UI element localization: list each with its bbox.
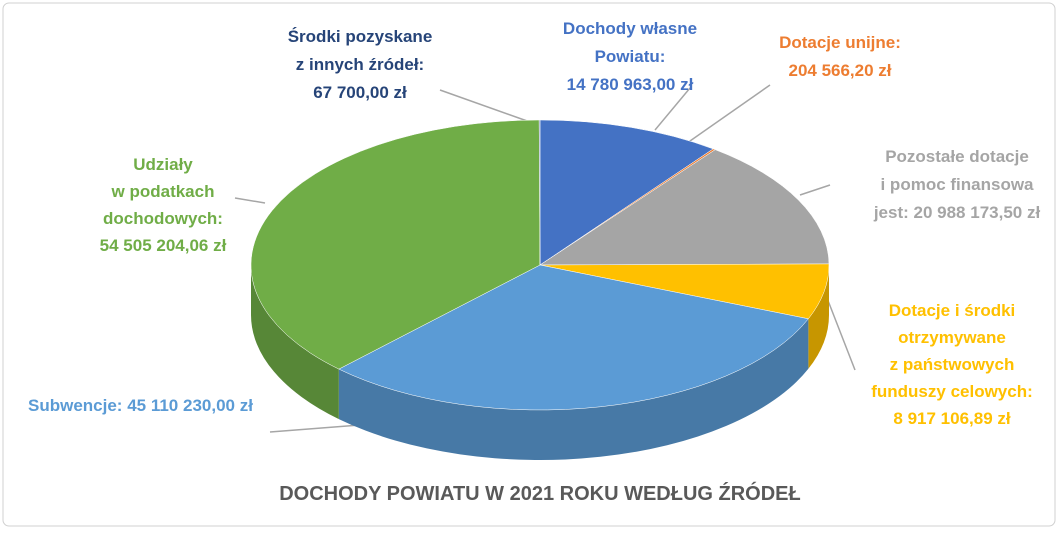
category-label: Udziały — [133, 155, 193, 174]
slice — [250, 119, 541, 370]
slice — [539, 149, 830, 266]
value-label: 14 780 963,00 zł — [567, 75, 694, 94]
value-label: 67 700,00 zł — [313, 83, 407, 102]
category-label: Subwencje: — [28, 396, 122, 415]
category-label: Dochody własne — [563, 19, 697, 38]
category-label: Dotacje i środki — [889, 301, 1016, 320]
category-label: Środki pozyskane — [288, 27, 433, 46]
category-label: Powiatu: — [595, 47, 666, 66]
chart-title: DOCHODY POWIATU W 2021 ROKU WEDŁUG ŹRÓDE… — [279, 481, 801, 505]
data-label: Dotacje unijne: 204 566,20 zł — [779, 33, 901, 80]
category-label: otrzymywane — [898, 328, 1006, 347]
slice — [338, 264, 809, 411]
data-label: Dotacje i środki otrzymywane z państwowych… — [871, 301, 1033, 428]
slice-side — [338, 318, 809, 460]
value-label: 54 505 204,06 zł — [100, 236, 227, 255]
data-label: Udziały w podatkach dochodowych: 54 505 204… — [100, 155, 227, 255]
value-label: 20 988 173,50 zł — [914, 203, 1041, 222]
data-label: Subwencje: 45 110 230,00 zł — [28, 396, 253, 415]
slice-side — [808, 265, 830, 369]
slice — [539, 119, 714, 266]
category-label: z innych źródeł: — [296, 55, 424, 74]
value-label: 204 566,20 zł — [788, 61, 891, 80]
category-label: i pomoc finansowa — [880, 175, 1034, 194]
category-label: dochodowych: — [103, 209, 223, 228]
value-label: 8 917 106,89 zł — [893, 409, 1010, 428]
data-label: Dochody własne Powiatu: 14 780 963,00 zł — [563, 19, 697, 94]
category-label: z państwowych — [890, 355, 1015, 374]
value-label: 45 110 230,00 zł — [127, 396, 253, 415]
data-label: Pozostałe dotacje i pomoc finansowa jest: … — [873, 147, 1041, 222]
slice — [538, 119, 541, 266]
category-label: w podatkach — [111, 182, 215, 201]
category-label: Dotacje unijne: — [779, 33, 901, 52]
category-label: Pozostałe dotacje — [885, 147, 1029, 166]
leader-lines — [234, 84, 856, 433]
category-label: jest: — [873, 203, 909, 222]
category-label: funduszy celowych: — [871, 382, 1033, 401]
data-label: Środki pozyskane z innych źródeł: 67 700,0… — [288, 27, 433, 102]
